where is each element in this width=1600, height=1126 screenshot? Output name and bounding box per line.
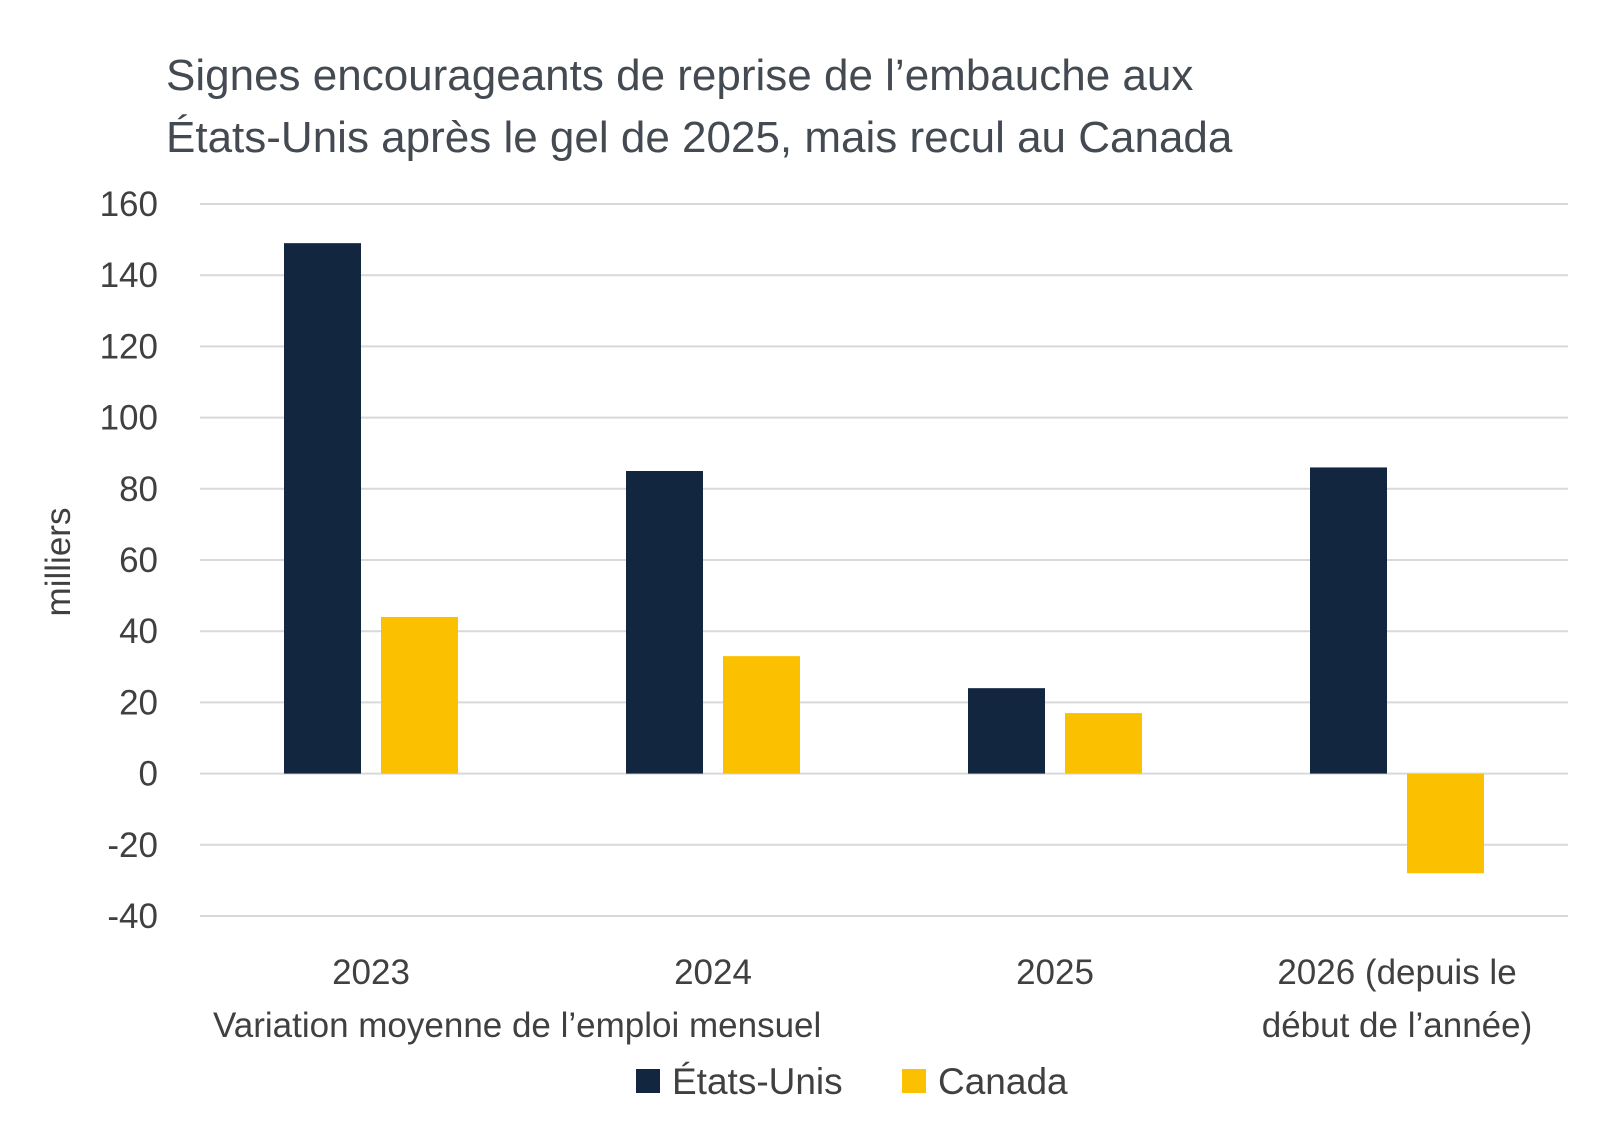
y-tick-label: 160 [100,185,158,224]
x-category-label: 2025 [1016,953,1094,992]
bar-canada-0 [381,616,458,774]
legend-label: Canada [938,1061,1068,1102]
bar-etats-unis-2 [968,688,1045,774]
y-tick-label: 0 [139,755,158,794]
x-axis-title: Variation moyenne de l’emploi mensuel [213,1006,821,1045]
legend-swatch [636,1069,660,1093]
bar-canada-2 [1065,713,1142,774]
y-tick-label: 60 [119,541,158,580]
y-tick-label: 20 [119,683,158,722]
legend-swatch [902,1069,926,1093]
x-category-label: 2024 [674,953,752,992]
y-axis-title: milliers [39,508,78,617]
y-tick-label: -40 [107,897,158,936]
chart-title-line-1: Signes encourageants de reprise de l’emb… [166,51,1193,100]
y-tick-label: 40 [119,612,158,651]
legend-label: États-Unis [672,1061,843,1102]
x-category-label: 2026 (depuis le [1277,953,1516,992]
bar-etats-unis-0 [284,243,361,774]
bar-canada-1 [723,656,800,774]
bar-etats-unis-1 [626,471,703,774]
bar-canada-3 [1407,773,1484,874]
x-category-label: 2023 [332,953,410,992]
x-category-label: début de l’année) [1262,1006,1533,1045]
y-tick-label: 120 [100,327,158,366]
y-tick-label: -20 [107,826,158,865]
y-tick-label: 80 [119,470,158,509]
x-axis-category-labels: 2023 2024 2025 2026 (depuis le début de l’an… [332,953,1532,1045]
chart-title: Signes encourageants de reprise de l’emb… [166,51,1233,162]
bars [284,243,1484,874]
y-tick-label: 100 [100,399,158,438]
y-axis-tick-labels: 160 140 120 100 80 60 40 20 0 -20 -40 [100,185,158,936]
legend: États-Unis Canada [636,1061,1068,1102]
chart-title-line-2: États-Unis après le gel de 2025, mais re… [166,113,1233,162]
bar-etats-unis-3 [1310,467,1387,774]
y-tick-label: 140 [100,256,158,295]
